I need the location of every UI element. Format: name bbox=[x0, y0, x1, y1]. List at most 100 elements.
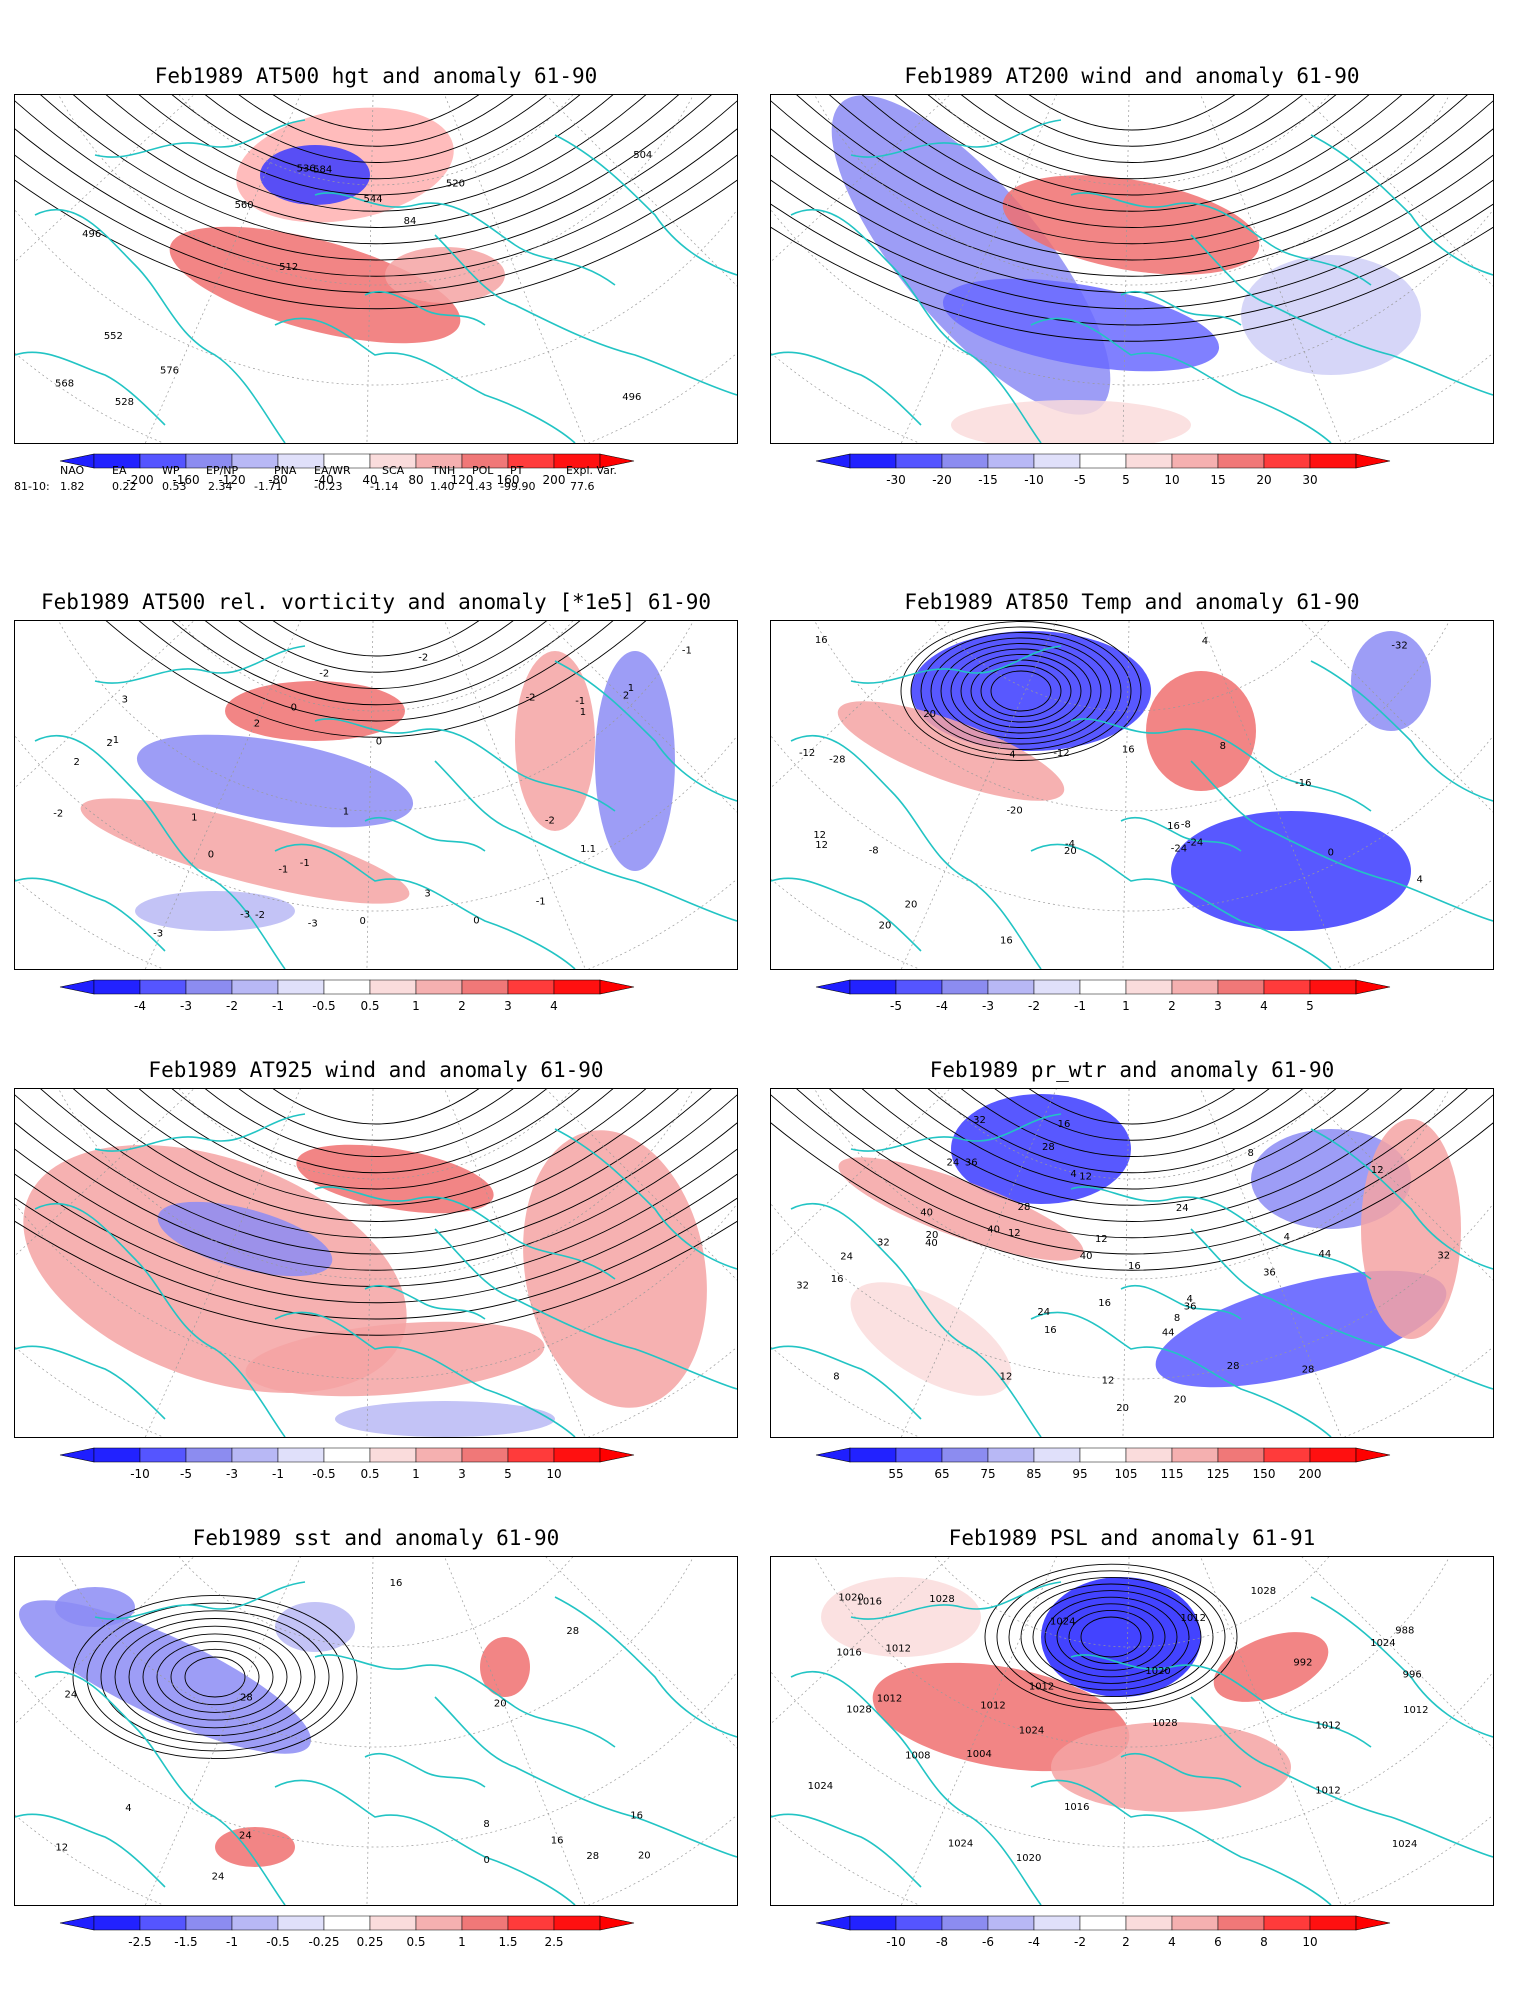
contour-label: -20 bbox=[1006, 806, 1022, 817]
colorbar-tick-label: 3 bbox=[458, 1467, 466, 1481]
panel-title: Feb1989 PSL and anomaly 61-91 bbox=[948, 1526, 1316, 1550]
contour-label-group: 28 24 20 16 12 8 4 0 16 20 24 28 28 24 16 bbox=[55, 1578, 650, 1883]
colorbar-segment bbox=[1171, 453, 1219, 469]
contour-label: 1004 bbox=[966, 1749, 991, 1760]
colorbar-segment bbox=[1033, 1447, 1081, 1463]
contour-label: -2 bbox=[526, 693, 536, 704]
contour-label: 1012 bbox=[877, 1694, 902, 1705]
contour-label: 32 bbox=[1437, 1251, 1450, 1262]
colorbar-segment bbox=[1171, 979, 1219, 995]
contour-label: 552 bbox=[104, 331, 123, 342]
colorbar-segment bbox=[1263, 1915, 1311, 1931]
contour-label: 988 bbox=[1395, 1626, 1414, 1637]
colorbar-segment bbox=[1033, 979, 1081, 995]
colorbar-segment bbox=[139, 1915, 187, 1931]
contour-label: -2 bbox=[319, 669, 329, 680]
colorbar-tick-label: 200 bbox=[1299, 1467, 1322, 1481]
contour-label: 504 bbox=[633, 150, 652, 161]
colorbar-segment bbox=[987, 1447, 1035, 1463]
index-value: -1.71 bbox=[254, 480, 283, 493]
colorbar-tick-label: -15 bbox=[978, 473, 998, 487]
coastlines bbox=[15, 1581, 737, 1905]
colorbar-segment bbox=[93, 979, 141, 995]
contour-label: 1 bbox=[580, 707, 586, 718]
map-frame: -1 -1 -2 -3 -2 -3 -1 1 3 2 3 -2 2 1 -1 0 1 -2 -1 -2 1 0 -3 1.1 0… bbox=[14, 620, 738, 970]
contour-label: 996 bbox=[1403, 1670, 1422, 1681]
colorbar-tick-label: -1 bbox=[272, 1467, 284, 1481]
contour-label: 1016 bbox=[857, 1596, 882, 1607]
panel-title: Feb1989 AT850 Temp and anomaly 61-90 bbox=[904, 590, 1360, 614]
coastlines bbox=[15, 645, 737, 969]
colorbar-segment bbox=[461, 979, 509, 995]
colorbar-segment bbox=[93, 1447, 141, 1463]
colorbar-tick-label: -80 bbox=[268, 473, 288, 487]
contour-label: 560 bbox=[235, 200, 254, 211]
contour-label: 0 bbox=[1328, 847, 1334, 858]
contour-label: 4 bbox=[1202, 636, 1208, 647]
colorbar-segment bbox=[987, 453, 1035, 469]
anomaly-negative bbox=[136, 734, 414, 828]
index-value: -99.90 bbox=[500, 480, 536, 493]
colorbar-segment bbox=[1171, 1915, 1219, 1931]
colorbar-segment bbox=[895, 453, 943, 469]
panel-title: Feb1989 AT500 rel. vorticity and anomaly… bbox=[40, 590, 712, 614]
contour-label: 20 bbox=[923, 709, 936, 720]
colorbar-segment bbox=[849, 979, 897, 995]
anomaly-positive bbox=[245, 1321, 545, 1397]
contour-label: 32 bbox=[973, 1115, 986, 1126]
contour-label: 16 bbox=[1122, 744, 1135, 755]
anomaly-positive bbox=[951, 400, 1191, 443]
contour-label: 4 bbox=[1284, 1232, 1290, 1243]
colorbar-arrow-high bbox=[1355, 979, 1391, 995]
colorbar-tick-label: -10 bbox=[1024, 473, 1044, 487]
colorbar-tick-label: 2 bbox=[1122, 1935, 1130, 1949]
contour-label: 1016 bbox=[1064, 1802, 1089, 1813]
contour-label: 28 bbox=[586, 1851, 599, 1862]
colorbar-tick-label: 0.5 bbox=[360, 999, 379, 1013]
contour-label: 24 bbox=[239, 1830, 252, 1841]
contour-label: 1012 bbox=[886, 1643, 911, 1654]
colorbar-tick-label: 5 bbox=[1122, 473, 1130, 487]
colorbar-arrow-high bbox=[1355, 1447, 1391, 1463]
colorbar-arrow-low bbox=[59, 1447, 95, 1463]
contour-label: 12 bbox=[1095, 1234, 1108, 1245]
contour-label: 2 bbox=[106, 738, 112, 749]
contour-label: 24 bbox=[1037, 1307, 1050, 1318]
colorbar-tick-label: 3 bbox=[1214, 999, 1222, 1013]
colorbar-tick-label: 85 bbox=[1026, 1467, 1041, 1481]
contour-label: 512 bbox=[279, 262, 298, 273]
map-frame: 496 496 504 512 520 528 536 544 552 560 568 576 584 8… bbox=[14, 94, 738, 444]
colorbar-tick-label: 20 bbox=[1256, 473, 1271, 487]
coastlines bbox=[771, 1581, 1493, 1905]
contour-label: 24 bbox=[1176, 1203, 1189, 1214]
contour-label: 16 bbox=[1167, 821, 1180, 832]
contour-label: 1 bbox=[343, 807, 349, 818]
contour-label: 16 bbox=[630, 1811, 643, 1822]
contour-label: 20 bbox=[1064, 846, 1077, 857]
index-value: 1.82 bbox=[60, 480, 85, 493]
colorbar-tick-label: -8 bbox=[936, 1935, 948, 1949]
contour-label: 28 bbox=[1042, 1142, 1055, 1153]
colorbar-arrow-high bbox=[599, 979, 635, 995]
map-frame: 24 16 20 28 32 24 28 32 44 40 36 44 8 12 20 16 12 8 12 16 12… bbox=[770, 1088, 1494, 1438]
colorbar-tick-label: -5 bbox=[180, 1467, 192, 1481]
contour-label: 3 bbox=[122, 695, 128, 706]
contour-label: 1012 bbox=[1181, 1613, 1206, 1624]
contour-label: 20 bbox=[1116, 1403, 1129, 1414]
contour-label: 496 bbox=[622, 392, 641, 403]
contour-label: 84 bbox=[404, 216, 417, 227]
colorbar-tick-label: 160 bbox=[497, 473, 520, 487]
contour-lines bbox=[72, 1594, 358, 1760]
panel-title: Feb1989 sst and anomaly 61-90 bbox=[192, 1526, 560, 1550]
colorbar-tick-label: -4 bbox=[1028, 1935, 1040, 1949]
colorbar-tick-label: -10 bbox=[886, 1935, 906, 1949]
anomaly-positive bbox=[850, 1282, 1012, 1396]
anomaly-positive bbox=[821, 1577, 981, 1657]
contour-label: 536 bbox=[297, 164, 316, 175]
contour-label: 528 bbox=[115, 397, 134, 408]
contour-label: -3 bbox=[153, 929, 163, 940]
anomaly-negative bbox=[942, 278, 1220, 372]
contour-label-group: -24 -28 -32 -24 -20 -12 -16 -8 -4 16 20 -12 -8 -4 0 4 8 1… bbox=[799, 635, 1423, 946]
contour-label: -1 bbox=[682, 645, 692, 656]
